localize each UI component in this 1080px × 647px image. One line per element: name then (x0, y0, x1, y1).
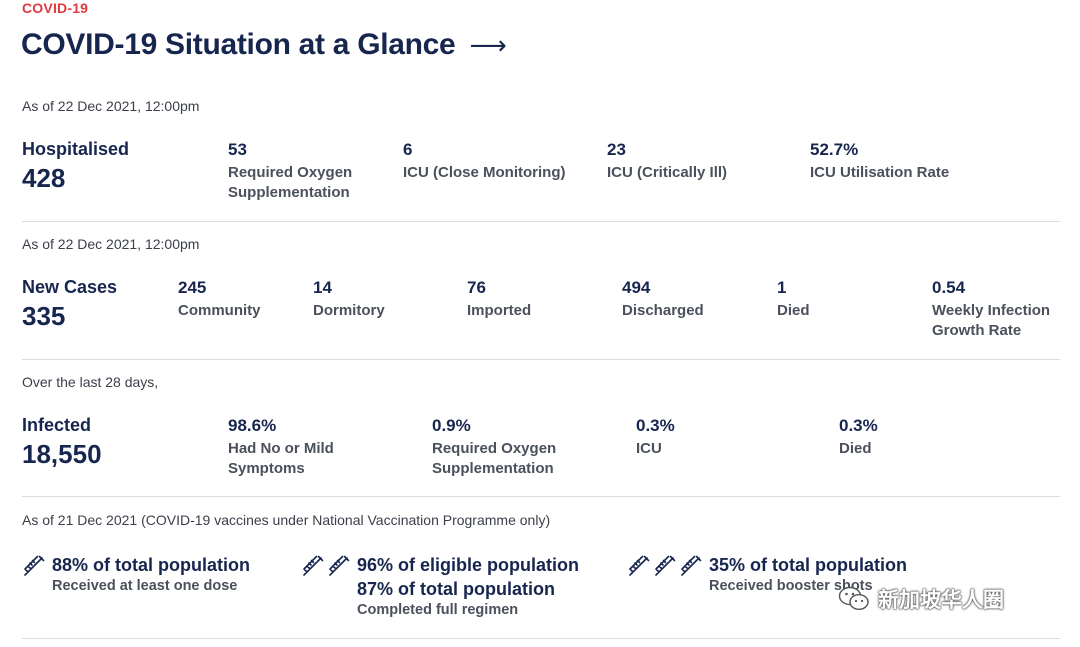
stat-value: 23 (607, 140, 626, 159)
stat-label: Had No or Mild Symptoms (228, 440, 334, 477)
vax-caption: Completed full regimen (357, 602, 519, 618)
stat-infected-died: 0.3% Died (839, 416, 959, 459)
syringe-icon (655, 555, 676, 576)
stat-infected-oxygen: 0.9% Required Oxygen Supplementation (432, 416, 582, 479)
syringe-icon (681, 555, 702, 576)
vaccination-as-of: As of 21 Dec 2021 (COVID-19 vaccines und… (22, 512, 551, 528)
stat-value: 494 (622, 278, 651, 297)
stat-label: Discharged (622, 302, 704, 319)
section-divider (22, 359, 1060, 360)
stat-value: 76 (467, 278, 486, 297)
stat-died: 1 Died (777, 278, 897, 321)
stat-value: 53 (228, 140, 247, 159)
stat-icu-critically-ill: 23 ICU (Critically Ill) (607, 140, 787, 183)
watermark: 新加坡华人圈 (838, 584, 1004, 614)
infected-as-of: Over the last 28 days, (22, 374, 159, 390)
stat-discharged: 494 Discharged (622, 278, 742, 321)
new-cases-value: 335 (22, 301, 66, 331)
vax-caption: Received booster shots (709, 578, 873, 594)
infected-label: Infected (22, 415, 92, 435)
vaccination-booster: 35% of total population Received booster… (627, 553, 907, 596)
section-eyebrow: COVID-19 (22, 0, 89, 16)
syringe-icon (629, 555, 650, 576)
hospitalised-value: 428 (22, 163, 66, 193)
syringe-icon (303, 555, 324, 576)
stat-value: 6 (403, 140, 413, 159)
page-title[interactable]: COVID-19 Situation at a Glance ⟶ (21, 28, 507, 62)
new-cases-label: New Cases (22, 277, 118, 297)
stat-value: 0.54 (932, 278, 966, 297)
section-divider (22, 638, 1060, 639)
stat-value: 0.3% (839, 416, 878, 435)
stat-dormitory: 14 Dormitory (313, 278, 433, 321)
stat-infected-icu: 0.3% ICU (636, 416, 756, 459)
stat-icu-utilisation: 52.7% ICU Utilisation Rate (810, 140, 1010, 183)
stat-value: 1 (777, 278, 787, 297)
wechat-icon (838, 586, 869, 611)
vax-headline: 96% of eligible population (357, 555, 580, 575)
stat-value: 245 (178, 278, 207, 297)
stat-value: 0.3% (636, 416, 675, 435)
stat-value: 98.6% (228, 416, 277, 435)
stat-label: Weekly Infection Growth Rate (932, 302, 1051, 339)
syringe-icon (24, 555, 45, 576)
new-cases-as-of: As of 22 Dec 2021, 12:00pm (22, 236, 200, 252)
stat-value: 14 (313, 278, 332, 297)
stat-label: Required Oxygen Supplementation (228, 164, 353, 201)
stat-mild-symptoms: 98.6% Had No or Mild Symptoms (228, 416, 368, 479)
stat-weekly-growth: 0.54 Weekly Infection Growth Rate (932, 278, 1062, 341)
syringe-icon (329, 555, 350, 576)
stat-value: 0.9% (432, 416, 471, 435)
vaccination-full-regimen: 96% of eligible population 87% of total … (301, 553, 579, 620)
stat-icu-close-monitoring: 6 ICU (Close Monitoring) (403, 140, 593, 183)
vax-headline: 88% of total population (52, 555, 250, 575)
stat-label: Died (839, 440, 872, 457)
stat-label: Imported (467, 302, 532, 319)
stat-label: ICU (Critically Ill) (607, 164, 728, 181)
stat-community: 245 Community (178, 278, 298, 321)
stat-label: Required Oxygen Supplementation (432, 440, 557, 477)
infected-value: 18,550 (22, 439, 102, 469)
watermark-text: 新加坡华人圈 (878, 589, 1004, 612)
vax-caption: Received at least one dose (52, 578, 238, 594)
stat-label: ICU (636, 440, 662, 457)
vax-headline-secondary: 87% of total population (357, 579, 555, 599)
stat-label: ICU (Close Monitoring) (403, 164, 566, 181)
page-title-text[interactable]: COVID-19 Situation at a Glance (21, 28, 456, 61)
section-divider (22, 221, 1060, 222)
section-divider (22, 496, 1060, 497)
arrow-right-icon[interactable]: ⟶ (469, 29, 507, 60)
stat-label: ICU Utilisation Rate (810, 164, 950, 181)
vaccination-first-dose: 88% of total population Received at leas… (22, 553, 250, 596)
hospitalised-label: Hospitalised (22, 139, 130, 159)
stat-label: Community (178, 302, 261, 319)
stat-value: 52.7% (810, 140, 859, 159)
stat-imported: 76 Imported (467, 278, 587, 321)
stat-label: Dormitory (313, 302, 385, 319)
hospitalised-as-of: As of 22 Dec 2021, 12:00pm (22, 98, 200, 114)
stat-label: Died (777, 302, 810, 319)
vax-headline: 35% of total population (709, 555, 907, 575)
stat-oxygen: 53 Required Oxygen Supplementation (228, 140, 378, 203)
